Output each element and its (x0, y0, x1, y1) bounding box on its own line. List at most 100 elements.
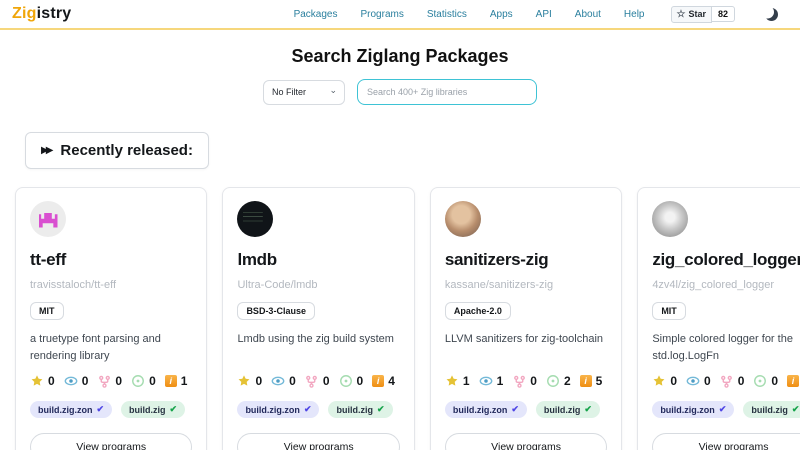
watchers-count: 0 (289, 374, 296, 388)
info-icon: i (579, 375, 592, 387)
fork-icon (512, 374, 526, 388)
repo-avatar[interactable] (30, 201, 66, 237)
filter-dropdown-value: No Filter (272, 87, 307, 97)
build-zig-label: build.zig (336, 404, 373, 415)
eye-icon (686, 374, 700, 388)
package-card: zig_colored_logger 4zv4l/zig_colored_log… (637, 187, 800, 450)
check-icon: ✔ (376, 404, 385, 414)
repo-avatar[interactable] (652, 201, 689, 237)
search-controls: No Filter ⌄ (0, 79, 800, 105)
cards-grid: tt-eff travisstaloch/tt-eff MIT a truety… (15, 187, 800, 450)
forks-count: 0 (737, 374, 745, 389)
license-badge: BSD-3-Clause (237, 302, 315, 320)
forks-count: 0 (322, 374, 330, 388)
license-badge: MIT (30, 302, 64, 320)
info-count: 5 (595, 374, 603, 388)
package-description: LLVM sanitizers for zig-toolchain (444, 333, 604, 345)
check-icon: ✔ (718, 404, 727, 415)
star-icon (652, 374, 666, 388)
build-badges-row: build.zig.zon ✔ build.zig ✔ (237, 401, 399, 418)
star-icon (237, 374, 251, 388)
nav-link-help[interactable]: Help (623, 8, 645, 20)
issue-icon (546, 374, 560, 388)
info-icon: i (164, 375, 177, 388)
fork-icon (305, 374, 319, 388)
recently-released-header: ▶▶ Recently released: (25, 132, 209, 169)
package-title[interactable]: tt-eff (30, 250, 66, 269)
build-zig-badge: build.zig ✔ (121, 401, 186, 419)
info-count: 1 (180, 374, 188, 389)
star-outline-icon: ☆ (676, 8, 686, 20)
build-zig-badge: build.zig ✔ (743, 401, 800, 419)
repo-stats-row: 0 0 0 0 i 1 (652, 374, 800, 388)
issue-icon (339, 374, 353, 388)
package-repo-path: Ultra-Code/lmdb (237, 279, 318, 291)
build-zig-zon-badge: build.zig.zon ✔ (652, 401, 735, 419)
nav-link-apps[interactable]: Apps (489, 8, 513, 20)
filter-dropdown[interactable]: No Filter ⌄ (263, 79, 345, 105)
theme-toggle-moon-icon[interactable] (765, 8, 778, 21)
package-card: lmdb Ultra-Code/lmdb BSD-3-Clause Lmdb u… (222, 187, 415, 450)
github-star-widget[interactable]: ☆ Star 82 (670, 5, 735, 23)
watchers-count: 0 (704, 374, 711, 389)
nav-link-statistics[interactable]: Statistics (426, 8, 467, 20)
repo-stats-row: 1 1 0 2 i 5 (445, 374, 607, 388)
logo-istry-text: istry (36, 5, 72, 22)
view-programs-button[interactable]: View programs (652, 433, 800, 450)
nav-link-about[interactable]: About (574, 8, 601, 20)
star-icon (445, 374, 459, 388)
chevron-down-icon: ⌄ (329, 84, 337, 95)
check-icon: ✔ (584, 404, 592, 414)
fast-forward-icon: ▶▶ (41, 145, 53, 156)
view-programs-button[interactable]: View programs (444, 433, 608, 450)
avatar-glyph (38, 212, 58, 228)
nav-link-api[interactable]: API (535, 8, 552, 20)
build-zig-zon-label: build.zig.zon (452, 404, 508, 415)
star-button[interactable]: ☆ Star (670, 5, 712, 23)
issues-count: 0 (356, 374, 364, 388)
build-zig-badge: build.zig ✔ (535, 401, 600, 418)
fork-icon (720, 374, 734, 388)
stars-count: 0 (48, 374, 55, 389)
build-zig-zon-badge: build.zig.zon ✔ (237, 401, 320, 418)
search-input[interactable] (357, 79, 537, 105)
stars-count: 0 (255, 374, 263, 388)
nav-link-programs[interactable]: Programs (360, 8, 404, 20)
repo-avatar[interactable] (237, 201, 274, 237)
repo-stats-row: 0 0 0 0 i 1 (30, 374, 192, 388)
build-zig-zon-badge: build.zig.zon ✔ (30, 401, 113, 419)
package-title[interactable]: lmdb (237, 250, 277, 269)
watchers-count: 0 (81, 374, 89, 389)
build-zig-label: build.zig (129, 404, 166, 415)
info-icon: i (787, 375, 800, 388)
build-badges-row: build.zig.zon ✔ build.zig ✔ (652, 401, 800, 419)
star-count[interactable]: 82 (711, 6, 735, 22)
view-programs-button[interactable]: View programs (237, 433, 400, 450)
package-description: Lmdb using the zig build system (237, 333, 394, 345)
package-repo-path: kassane/sanitizers-zig (444, 279, 554, 291)
nav-link-packages[interactable]: Packages (293, 8, 338, 20)
repo-avatar[interactable] (444, 201, 481, 237)
eye-icon (64, 374, 78, 388)
build-zig-zon-label: build.zig.zon (38, 404, 93, 415)
view-programs-button[interactable]: View programs (30, 433, 193, 450)
forks-count: 0 (530, 374, 537, 388)
eye-icon (271, 374, 285, 388)
build-zig-label: build.zig (751, 404, 788, 415)
eye-icon (479, 374, 493, 388)
info-icon: i (372, 375, 385, 387)
check-icon: ✔ (511, 404, 519, 414)
issues-count: 0 (771, 374, 779, 389)
site-logo[interactable]: Zigistry (12, 5, 71, 23)
watchers-count: 1 (496, 374, 504, 388)
package-title[interactable]: zig_colored_logger (652, 250, 800, 269)
package-card: tt-eff travisstaloch/tt-eff MIT a truety… (15, 187, 208, 450)
logo-zig-text: Zig (12, 5, 37, 22)
forks-count: 0 (115, 374, 123, 389)
repo-stats-row: 0 0 0 0 i 4 (237, 374, 399, 388)
package-title[interactable]: sanitizers-zig (444, 250, 549, 269)
info-count: 4 (388, 374, 395, 388)
package-repo-path: 4zv4l/zig_colored_logger (652, 279, 774, 291)
check-icon: ✔ (791, 404, 800, 415)
issues-count: 0 (149, 374, 156, 389)
